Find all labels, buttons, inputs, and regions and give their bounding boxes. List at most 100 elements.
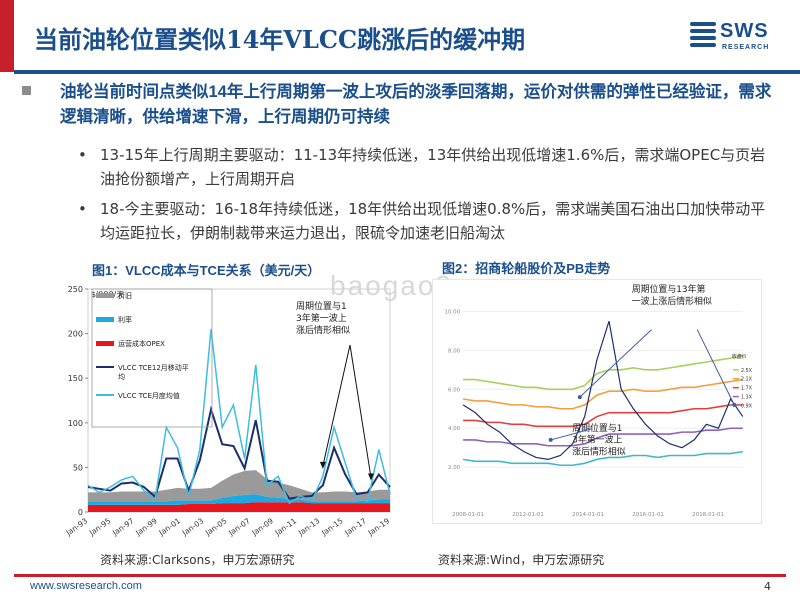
pb-band-1.7X — [463, 404, 743, 428]
logo-sub: RESEARCH — [722, 44, 770, 51]
x-tick-label: 2008-01-01 — [452, 512, 484, 518]
bullet-item: • 13-15年上行周期主要驱动：11-13年持续低迷，13年供给出现低增速1.… — [78, 143, 778, 191]
legend-label: VLCC TCE月度均值 — [118, 391, 180, 400]
fig1-source: 资料来源:Clarksons，申万宏源研究 — [100, 553, 295, 567]
sws-logo: SWS RESEARCH — [688, 17, 788, 63]
x-tick-label: Jan-03 — [180, 516, 206, 538]
x-tick-label: Jan-05 — [203, 516, 229, 538]
area-运营成本OPEX — [88, 502, 390, 512]
x-tick-label: Jan-93 — [64, 516, 90, 538]
annotation-arrowhead — [367, 473, 374, 481]
headline-text: 油轮当前时间点类似14年上行周期第一波上攻后的淡季回落期，运价对供需的弹性已经验… — [60, 83, 772, 126]
fig1-annotation-text: 周期位置与1 — [296, 300, 347, 312]
pb-band-2.1X — [462, 378, 743, 410]
legend-label: 利率 — [118, 315, 132, 324]
bullet-text: 18-今主要驱动：16-18年持续低迷，18年供给出现低增速0.8%后，需求端美… — [100, 200, 766, 242]
fig2-annotation-text: 一波上涨后情形相似 — [632, 295, 712, 307]
y-tick-label: 0 — [78, 508, 83, 517]
line-VLCC TCE12月移动平均 — [87, 405, 391, 500]
fig1-title: 图1：VLCC成本与TCE关系（美元/天） — [92, 263, 321, 278]
title-bar: 当前油轮位置类似14年VLCC跳涨后的缓冲期 SWS RESEARCH — [0, 0, 800, 74]
pb-band-0.9X — [462, 450, 743, 467]
x-tick-label: Jan-95 — [87, 516, 113, 538]
logo-name: SWS — [720, 20, 769, 42]
y-tick-label: 10.00 — [445, 309, 461, 315]
footer-url[interactable]: www.swsresearch.com — [30, 580, 142, 592]
legend-label: 2.5X — [741, 368, 753, 374]
area-利率 — [88, 494, 390, 505]
title-rule — [14, 70, 800, 74]
x-tick-label: Jan-17 — [342, 516, 368, 538]
annotation-arrow — [349, 344, 372, 478]
legend-label: 2.1X — [741, 377, 753, 383]
bullet-text: 13-15年上行周期主要驱动：11-13年持续低迷，13年供给出现低增速1.6%… — [100, 146, 766, 188]
bullet-list: • 13-15年上行周期主要驱动：11-13年持续低迷，13年供给出现低增速1.… — [78, 143, 778, 251]
x-tick-label: 2016-01-01 — [632, 512, 664, 518]
page-number: 4 — [764, 580, 771, 593]
legend-label: 均 — [118, 372, 125, 381]
y-tick-label: 50 — [73, 463, 83, 472]
x-tick-label: Jan-09 — [250, 516, 276, 538]
fig2-source: 资料来源:Wind，申万宏源研究 — [438, 553, 605, 567]
x-tick-label: Jan-01 — [157, 516, 183, 538]
y-tick-label: 4.00 — [448, 426, 461, 432]
fig2-annotation-text: 周期位置与13年第 — [632, 283, 706, 295]
y-tick-label: 100 — [68, 419, 83, 428]
pb-band-2.5X — [463, 355, 743, 391]
pb-band-1.3X — [463, 427, 743, 447]
legend-title: 收盘价 — [732, 353, 747, 360]
x-tick-label: Jan-15 — [319, 516, 345, 538]
y-tick-label: 8.00 — [448, 348, 461, 354]
x-tick-label: Jan-19 — [366, 516, 392, 538]
line-VLCC TCE月度均值 — [87, 329, 391, 505]
legend-label: VLCC TCE12月移动平 — [118, 363, 189, 372]
logo-mark-icon — [690, 22, 716, 47]
page-title: 当前油轮位置类似14年VLCC跳涨后的缓冲期 — [34, 25, 526, 54]
legend-label: 1.7X — [741, 386, 753, 392]
x-tick-label: Jan-99 — [133, 516, 159, 538]
price-line — [462, 320, 744, 461]
y-tick-label: 6.00 — [448, 387, 461, 393]
fig2-annotation-text: 3年第一波上 — [572, 434, 622, 446]
x-tick-label: 2014-01-01 — [572, 512, 604, 518]
legend-swatch — [96, 341, 114, 346]
annotation-arrow — [322, 344, 351, 466]
fig2-title: 图2：招商轮船股价及PB走势 — [442, 261, 611, 276]
annotation-arrowhead — [548, 437, 553, 442]
y-tick-label: 200 — [68, 330, 83, 339]
bullet-item: • 18-今主要驱动：16-18年持续低迷，18年供给出现低增速0.8%后，需求… — [78, 197, 778, 245]
x-tick-label: Jan-07 — [226, 516, 252, 538]
legend-frame — [91, 288, 213, 428]
legend-label: 运营成本OPEX — [118, 339, 165, 348]
x-tick-label: Jan-13 — [296, 516, 322, 538]
legend-swatch — [96, 317, 114, 322]
fig1-annotation-text: 3年第一波上 — [296, 312, 347, 324]
annotation-arrow — [696, 329, 735, 406]
y-tick-label: 250 — [68, 285, 83, 294]
bullet-dot-icon: • — [78, 146, 87, 164]
y-tick-label: 150 — [68, 374, 83, 383]
title-accent-stripe — [0, 0, 14, 72]
annotation-arrowhead — [577, 395, 582, 400]
legend-label: 1.3X — [741, 395, 753, 401]
x-tick-label: 2018-01-01 — [692, 512, 724, 518]
annotation-arrow — [579, 329, 652, 398]
legend-label: 折旧 — [118, 291, 132, 300]
annotation-arrowhead — [732, 402, 737, 407]
legend-label: 0.9X — [741, 403, 753, 409]
square-bullet-icon — [22, 86, 31, 95]
footer-rule — [14, 574, 786, 577]
x-tick-label: Jan-97 — [110, 516, 136, 538]
bullet-dot-icon: • — [78, 200, 87, 218]
fig1-annotation-text: 涨后情形相似 — [296, 324, 350, 336]
x-tick-label: Jan-11 — [273, 516, 299, 538]
legend-swatch — [96, 293, 114, 298]
x-tick-label: 2012-01-01 — [512, 512, 544, 518]
fig2-annotation-text: 涨后情形相似 — [572, 446, 626, 458]
fig2-chart: 2.00 4.00 6.00 8.00 10.00 2008-01-01 2012-01-0… — [432, 279, 762, 524]
annotation-arrow — [550, 428, 593, 441]
annotation-arrowhead — [319, 461, 326, 469]
fig1-chart: 050100150200250$'000/天Jan-93Jan-95Jan-97… — [64, 285, 392, 538]
y-tick-label: 2.00 — [448, 465, 461, 471]
